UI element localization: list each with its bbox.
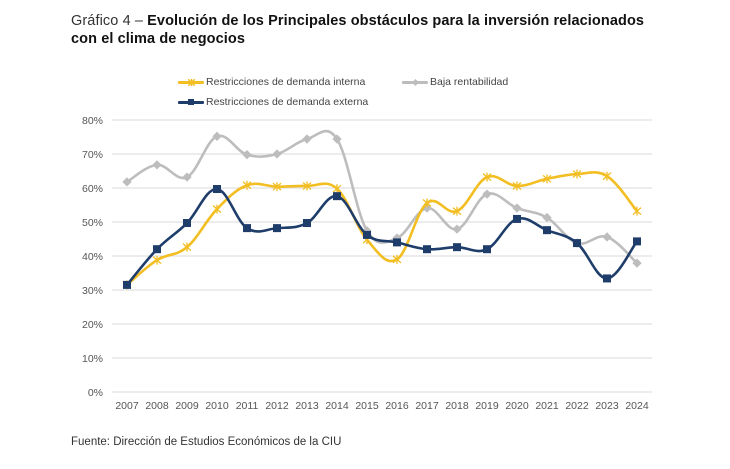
data-point-asterisk (572, 169, 582, 179)
x-tick-label: 2024 (625, 400, 649, 412)
data-point-asterisk (272, 182, 282, 192)
chart-title: Gráfico 4 – Evolución de los Principales… (71, 12, 671, 48)
x-tick-label: 2022 (565, 400, 589, 412)
y-tick-label: 20% (82, 319, 103, 331)
data-point-diamond (242, 150, 252, 160)
legend-item-demanda-interna: Restricciones de demanda interna (178, 76, 365, 88)
data-point-asterisk (422, 198, 432, 208)
x-tick-label: 2007 (115, 400, 139, 412)
x-tick-label: 2015 (355, 400, 379, 412)
x-tick-label: 2018 (445, 400, 469, 412)
data-point-square (243, 224, 251, 233)
y-tick-label: 70% (82, 149, 103, 161)
x-tick-label: 2009 (175, 400, 199, 412)
source-note: Fuente: Dirección de Estudios Económicos… (71, 436, 342, 448)
x-tick-label: 2013 (295, 400, 319, 412)
data-point-diamond (452, 224, 462, 234)
x-tick-label: 2008 (145, 400, 169, 412)
data-point-diamond (302, 134, 312, 144)
legend-item-baja-rentabilidad: Baja rentabilidad (402, 76, 508, 88)
data-point-asterisk (632, 206, 642, 216)
data-point-diamond (272, 149, 282, 159)
data-point-diamond (602, 232, 612, 242)
data-point-square (333, 192, 341, 201)
square-marker-icon (188, 99, 194, 105)
data-point-square (603, 274, 611, 283)
x-axis-ticks: 2007 2008 2009 2010 2011 2012 2013 2014 2015 2016… (115, 400, 649, 412)
legend-item-demanda-externa: Restricciones de demanda externa (178, 96, 368, 108)
x-tick-label: 2010 (205, 400, 229, 412)
x-tick-label: 2012 (265, 400, 289, 412)
x-tick-label: 2016 (385, 400, 409, 412)
data-point-square (363, 230, 371, 239)
x-tick-label: 2023 (595, 400, 619, 412)
y-tick-label: 60% (82, 183, 103, 195)
legend-swatch-demanda-externa (178, 97, 204, 107)
data-point-diamond (512, 203, 522, 213)
data-point-square (273, 224, 281, 233)
data-point-asterisk (302, 181, 312, 191)
series-group (122, 129, 642, 290)
data-point-asterisk (182, 242, 192, 252)
legend-swatch-baja-rentabilidad (402, 77, 428, 87)
data-point-asterisk (152, 255, 162, 265)
data-point-diamond (122, 177, 132, 187)
data-point-diamond (212, 131, 222, 141)
data-point-square (303, 219, 311, 228)
data-point-asterisk (392, 254, 402, 264)
y-tick-label: 30% (82, 285, 103, 297)
series-restricciones-de-demanda-externa (123, 185, 641, 289)
legend-label: Restricciones de demanda interna (206, 76, 366, 88)
data-point-square (213, 185, 221, 194)
legend-label: Restricciones de demanda externa (206, 96, 369, 108)
legend-swatch-demanda-interna (178, 77, 204, 87)
x-tick-label: 2021 (535, 400, 559, 412)
data-point-asterisk (482, 172, 492, 182)
asterisk-marker-icon (187, 78, 195, 86)
data-point-asterisk (242, 180, 252, 190)
data-point-square (123, 280, 131, 289)
data-point-square (573, 239, 581, 248)
gridlines (112, 119, 652, 393)
data-point-diamond (542, 212, 552, 223)
y-tick-label: 80% (82, 115, 103, 127)
data-point-square (393, 238, 401, 247)
data-point-asterisk (512, 181, 522, 191)
y-axis-ticks: 0% 10% 20% 30% 40% 50% 60% 70% 80% (82, 115, 103, 399)
data-point-square (543, 226, 551, 235)
data-point-square (183, 219, 191, 228)
y-tick-label: 0% (88, 387, 103, 399)
data-point-asterisk (212, 204, 222, 214)
x-tick-label: 2017 (415, 400, 439, 412)
x-tick-label: 2019 (475, 400, 499, 412)
data-point-asterisk (452, 206, 462, 216)
data-point-square (633, 237, 641, 246)
data-point-asterisk (542, 174, 552, 184)
data-point-square (423, 245, 431, 254)
y-tick-label: 10% (82, 353, 103, 365)
legend-label: Baja rentabilidad (430, 76, 509, 88)
chart-title-main: Evolución de los Principales obstáculos … (71, 13, 645, 47)
series-line (126, 187, 639, 286)
data-point-diamond (182, 172, 192, 182)
y-tick-label: 40% (82, 251, 103, 263)
data-point-square (483, 245, 491, 254)
data-point-asterisk (602, 171, 612, 181)
x-tick-label: 2014 (325, 400, 349, 412)
data-point-asterisk (332, 184, 342, 194)
x-tick-label: 2011 (236, 400, 259, 412)
series-line (126, 129, 638, 265)
x-tick-label: 2020 (505, 400, 529, 412)
data-point-square (513, 214, 521, 223)
data-point-square (153, 245, 161, 254)
series-baja-rentabilidad (122, 129, 642, 268)
y-tick-label: 50% (82, 217, 103, 229)
chart-title-lead: Gráfico 4 – (71, 13, 148, 29)
data-point-square (453, 243, 461, 252)
data-point-diamond (152, 160, 162, 170)
